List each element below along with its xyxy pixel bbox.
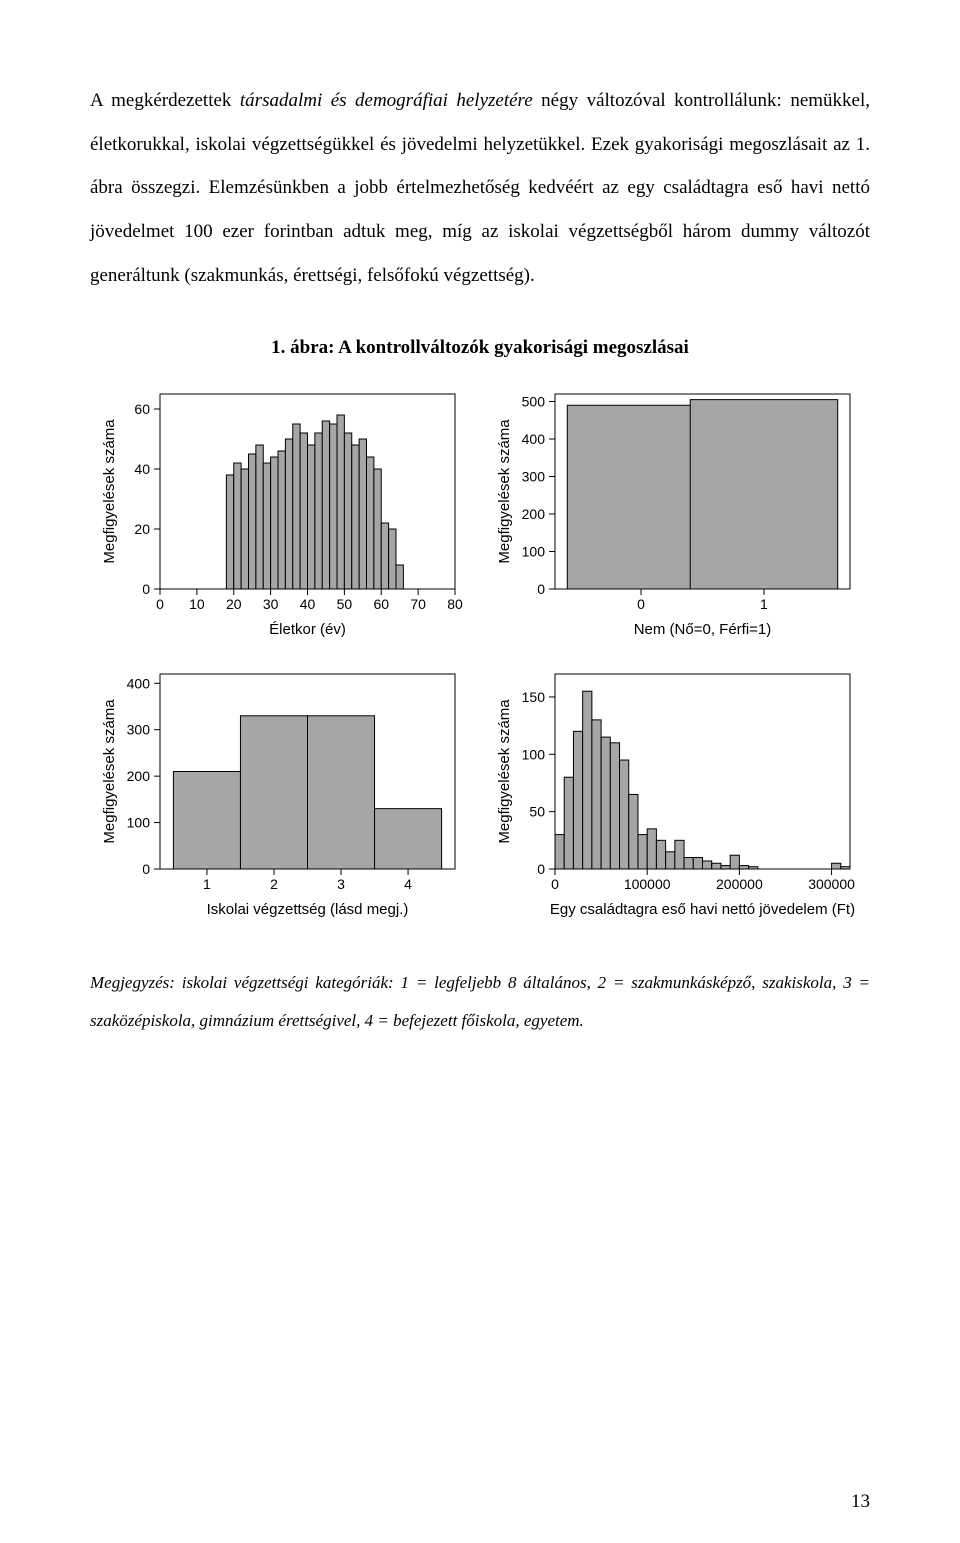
svg-text:300: 300 xyxy=(522,469,546,485)
svg-text:200: 200 xyxy=(127,769,151,785)
svg-text:100: 100 xyxy=(522,544,546,560)
svg-text:0: 0 xyxy=(156,596,164,612)
para-rest: négy változóval kontrollálunk: nemükkel,… xyxy=(90,90,870,286)
svg-text:0: 0 xyxy=(537,581,545,597)
svg-text:200: 200 xyxy=(522,506,546,522)
svg-text:70: 70 xyxy=(410,596,426,612)
svg-text:1: 1 xyxy=(760,596,768,612)
svg-text:1: 1 xyxy=(203,876,211,892)
svg-text:200000: 200000 xyxy=(716,876,763,892)
svg-text:Megfigyelések száma: Megfigyelések száma xyxy=(101,699,118,844)
para-start: A megkérdezettek xyxy=(90,90,240,111)
svg-text:100: 100 xyxy=(522,747,546,763)
svg-text:30: 30 xyxy=(263,596,279,612)
svg-text:300000: 300000 xyxy=(808,876,855,892)
svg-text:100000: 100000 xyxy=(624,876,671,892)
svg-text:10: 10 xyxy=(189,596,205,612)
svg-text:0: 0 xyxy=(142,581,150,597)
svg-text:Életkor (év): Életkor (év) xyxy=(269,621,346,638)
svg-text:Iskolai végzettség (lásd megj.: Iskolai végzettség (lásd megj.) xyxy=(207,901,409,918)
svg-text:3: 3 xyxy=(337,876,345,892)
svg-text:150: 150 xyxy=(522,689,546,705)
svg-text:0: 0 xyxy=(637,596,645,612)
svg-text:0: 0 xyxy=(537,861,545,877)
svg-text:40: 40 xyxy=(300,596,316,612)
svg-text:4: 4 xyxy=(404,876,412,892)
svg-text:50: 50 xyxy=(337,596,353,612)
chart-education: 1 2 3 4 0 100 200 300 400 Iskolai végzettség (lás… xyxy=(100,664,465,924)
svg-text:0: 0 xyxy=(551,876,559,892)
svg-text:20: 20 xyxy=(134,521,150,537)
svg-text:100: 100 xyxy=(127,815,151,831)
svg-text:2: 2 xyxy=(270,876,278,892)
svg-text:400: 400 xyxy=(127,676,151,692)
svg-text:80: 80 xyxy=(447,596,463,612)
svg-text:Megfigyelések száma: Megfigyelések száma xyxy=(496,699,513,844)
svg-text:40: 40 xyxy=(134,461,150,477)
svg-text:50: 50 xyxy=(529,804,545,820)
figure-grid: 010203040506070800204060Életkor (év)Megf… xyxy=(100,384,860,924)
svg-text:Nem (Nő=0, Férfi=1): Nem (Nő=0, Férfi=1) xyxy=(634,621,772,638)
svg-text:300: 300 xyxy=(127,722,151,738)
svg-text:20: 20 xyxy=(226,596,242,612)
svg-text:400: 400 xyxy=(522,431,546,447)
svg-text:60: 60 xyxy=(373,596,389,612)
figure-note: Megjegyzés: iskolai végzettségi kategóri… xyxy=(90,964,870,1039)
svg-text:500: 500 xyxy=(522,394,546,410)
svg-text:Egy családtagra eső havi nettó: Egy családtagra eső havi nettó jövedelem… xyxy=(550,901,855,918)
chart-income: 0 100000 200000 300000 0 50 100 150 Egy családta… xyxy=(495,664,860,924)
page-number: 13 xyxy=(851,1491,870,1513)
svg-text:Megfigyelések száma: Megfigyelések száma xyxy=(101,419,118,564)
svg-text:Megfigyelések száma: Megfigyelések száma xyxy=(496,419,513,564)
para-italic: társadalmi és demográfiai helyzetére xyxy=(240,90,533,111)
svg-text:0: 0 xyxy=(142,861,150,877)
paragraph: A megkérdezettek társadalmi és demográfi… xyxy=(90,79,870,297)
chart-sex: 0 1 0 100 200 300 400 500 Nem (Nő=0, Férfi=1) Meg… xyxy=(495,384,860,644)
svg-text:60: 60 xyxy=(134,401,150,417)
chart-age: 0 10 20 30 40 50 60 70 80 0 20 40 60 Életkor (év) Megf… xyxy=(100,384,465,644)
figure-title: 1. ábra: A kontrollváltozók gyakorisági … xyxy=(90,337,870,359)
